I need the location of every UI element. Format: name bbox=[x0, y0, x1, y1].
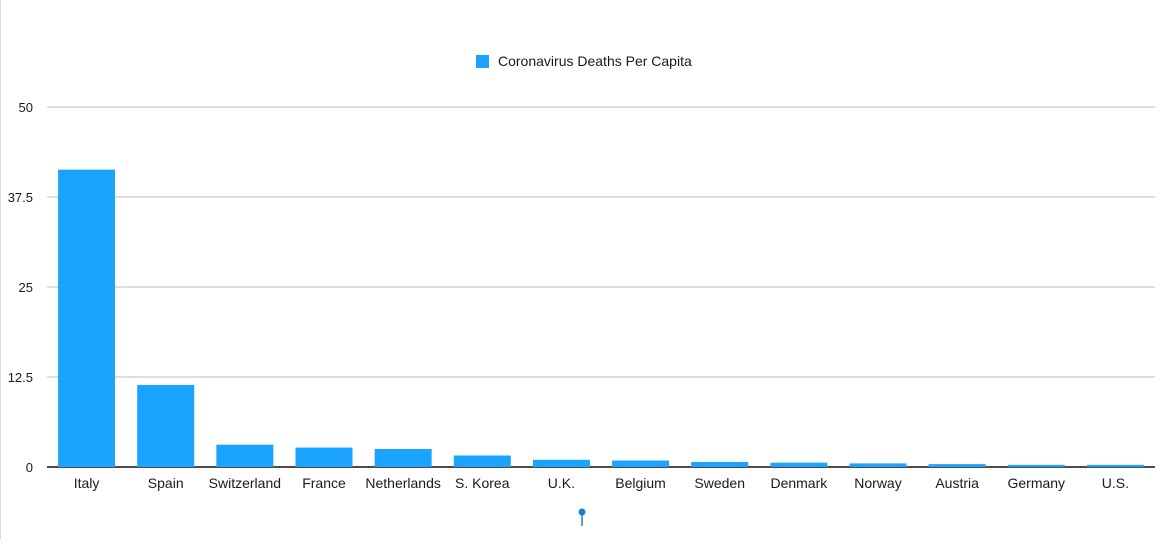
x-tick-label: Norway bbox=[854, 475, 901, 491]
x-tick-label: U.K. bbox=[548, 475, 575, 491]
legend: Coronavirus Deaths Per Capita bbox=[476, 53, 692, 69]
y-tick-label: 25 bbox=[19, 280, 33, 295]
pin-marker[interactable] bbox=[578, 508, 586, 527]
x-tick-label: Austria bbox=[935, 475, 979, 491]
x-tick-label: Italy bbox=[74, 475, 100, 491]
x-tick-label: Netherlands bbox=[365, 475, 441, 491]
legend-swatch bbox=[476, 55, 489, 68]
bar bbox=[532, 459, 590, 467]
x-tick-label: Germany bbox=[1007, 475, 1065, 491]
gridlines bbox=[47, 106, 1155, 468]
bars bbox=[58, 169, 1144, 467]
x-tick-label: Switzerland bbox=[209, 475, 281, 491]
x-axis-tick-labels: Italy Spain Switzerland France Netherlands S.… bbox=[74, 475, 1129, 491]
x-tick-label: U.S. bbox=[1102, 475, 1129, 491]
bar bbox=[1007, 464, 1065, 467]
y-axis-tick-labels: 0 12.5 25 37.5 50 bbox=[8, 100, 33, 475]
bar bbox=[849, 463, 907, 467]
bar bbox=[612, 460, 670, 467]
bar bbox=[216, 444, 274, 467]
x-tick-label: Sweden bbox=[694, 475, 745, 491]
bar bbox=[1086, 464, 1144, 467]
x-tick-label: S. Korea bbox=[455, 475, 510, 491]
y-tick-label: 37.5 bbox=[8, 190, 33, 205]
y-tick-label: 12.5 bbox=[8, 370, 33, 385]
y-tick-label: 50 bbox=[19, 100, 33, 115]
y-tick-label: 0 bbox=[26, 460, 33, 475]
bar bbox=[928, 464, 986, 467]
x-tick-label: Denmark bbox=[770, 475, 828, 491]
bar bbox=[770, 462, 828, 467]
bar bbox=[374, 449, 432, 467]
bar bbox=[691, 461, 749, 467]
pin-marker-head[interactable] bbox=[578, 508, 586, 516]
bar bbox=[137, 384, 195, 467]
bar bbox=[295, 447, 353, 467]
x-tick-label: France bbox=[302, 475, 346, 491]
x-tick-label: Spain bbox=[148, 475, 184, 491]
legend-label: Coronavirus Deaths Per Capita bbox=[498, 53, 692, 69]
bar bbox=[58, 169, 116, 467]
x-tick-label: Belgium bbox=[615, 475, 666, 491]
bar bbox=[453, 455, 511, 467]
